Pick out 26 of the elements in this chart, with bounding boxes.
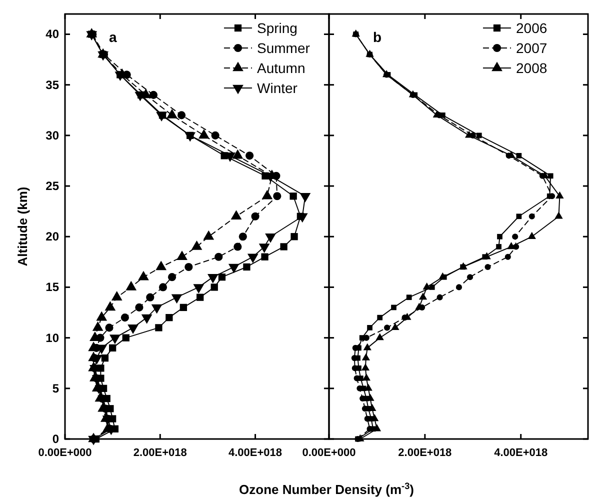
legend-label: 2006 xyxy=(516,20,548,36)
annotation: a xyxy=(109,29,117,45)
legend-label: Spring xyxy=(257,20,298,36)
x-axis-title: Ozone Number Density (m$^{-3}$) xyxy=(239,481,414,497)
y-tick-label: 35 xyxy=(46,78,60,92)
y-tick-label: 30 xyxy=(46,128,60,142)
x-tick-label: 2.00E+018 xyxy=(133,447,187,459)
x-tick-label: 0.00E+000 xyxy=(38,447,92,459)
y-axis-title: Altitude (km) xyxy=(15,186,30,266)
y-tick-label: 0 xyxy=(52,432,60,446)
legend-label: Autumn xyxy=(257,60,306,76)
y-tick-label: 25 xyxy=(46,179,60,194)
legend-label: 2007 xyxy=(516,40,548,56)
legend-label: Winter xyxy=(257,80,298,96)
y-tick-label: 10 xyxy=(46,330,60,345)
y-tick-label: 5 xyxy=(52,381,60,396)
y-tick-label: 15 xyxy=(46,280,60,294)
annotation: b xyxy=(373,29,382,45)
y-tick-label: 20 xyxy=(46,230,60,244)
legend-label: 2008 xyxy=(516,60,548,76)
y-tick-label: 40 xyxy=(46,27,60,42)
x-tick-label: 0.00E+000 xyxy=(302,447,356,459)
legend-label: Summer xyxy=(257,40,310,56)
x-tick-label: 2.00E+018 xyxy=(398,447,452,459)
x-tick-label: 4.00E+018 xyxy=(228,447,282,459)
x-tick-label: 4.00E+018 xyxy=(494,447,548,459)
